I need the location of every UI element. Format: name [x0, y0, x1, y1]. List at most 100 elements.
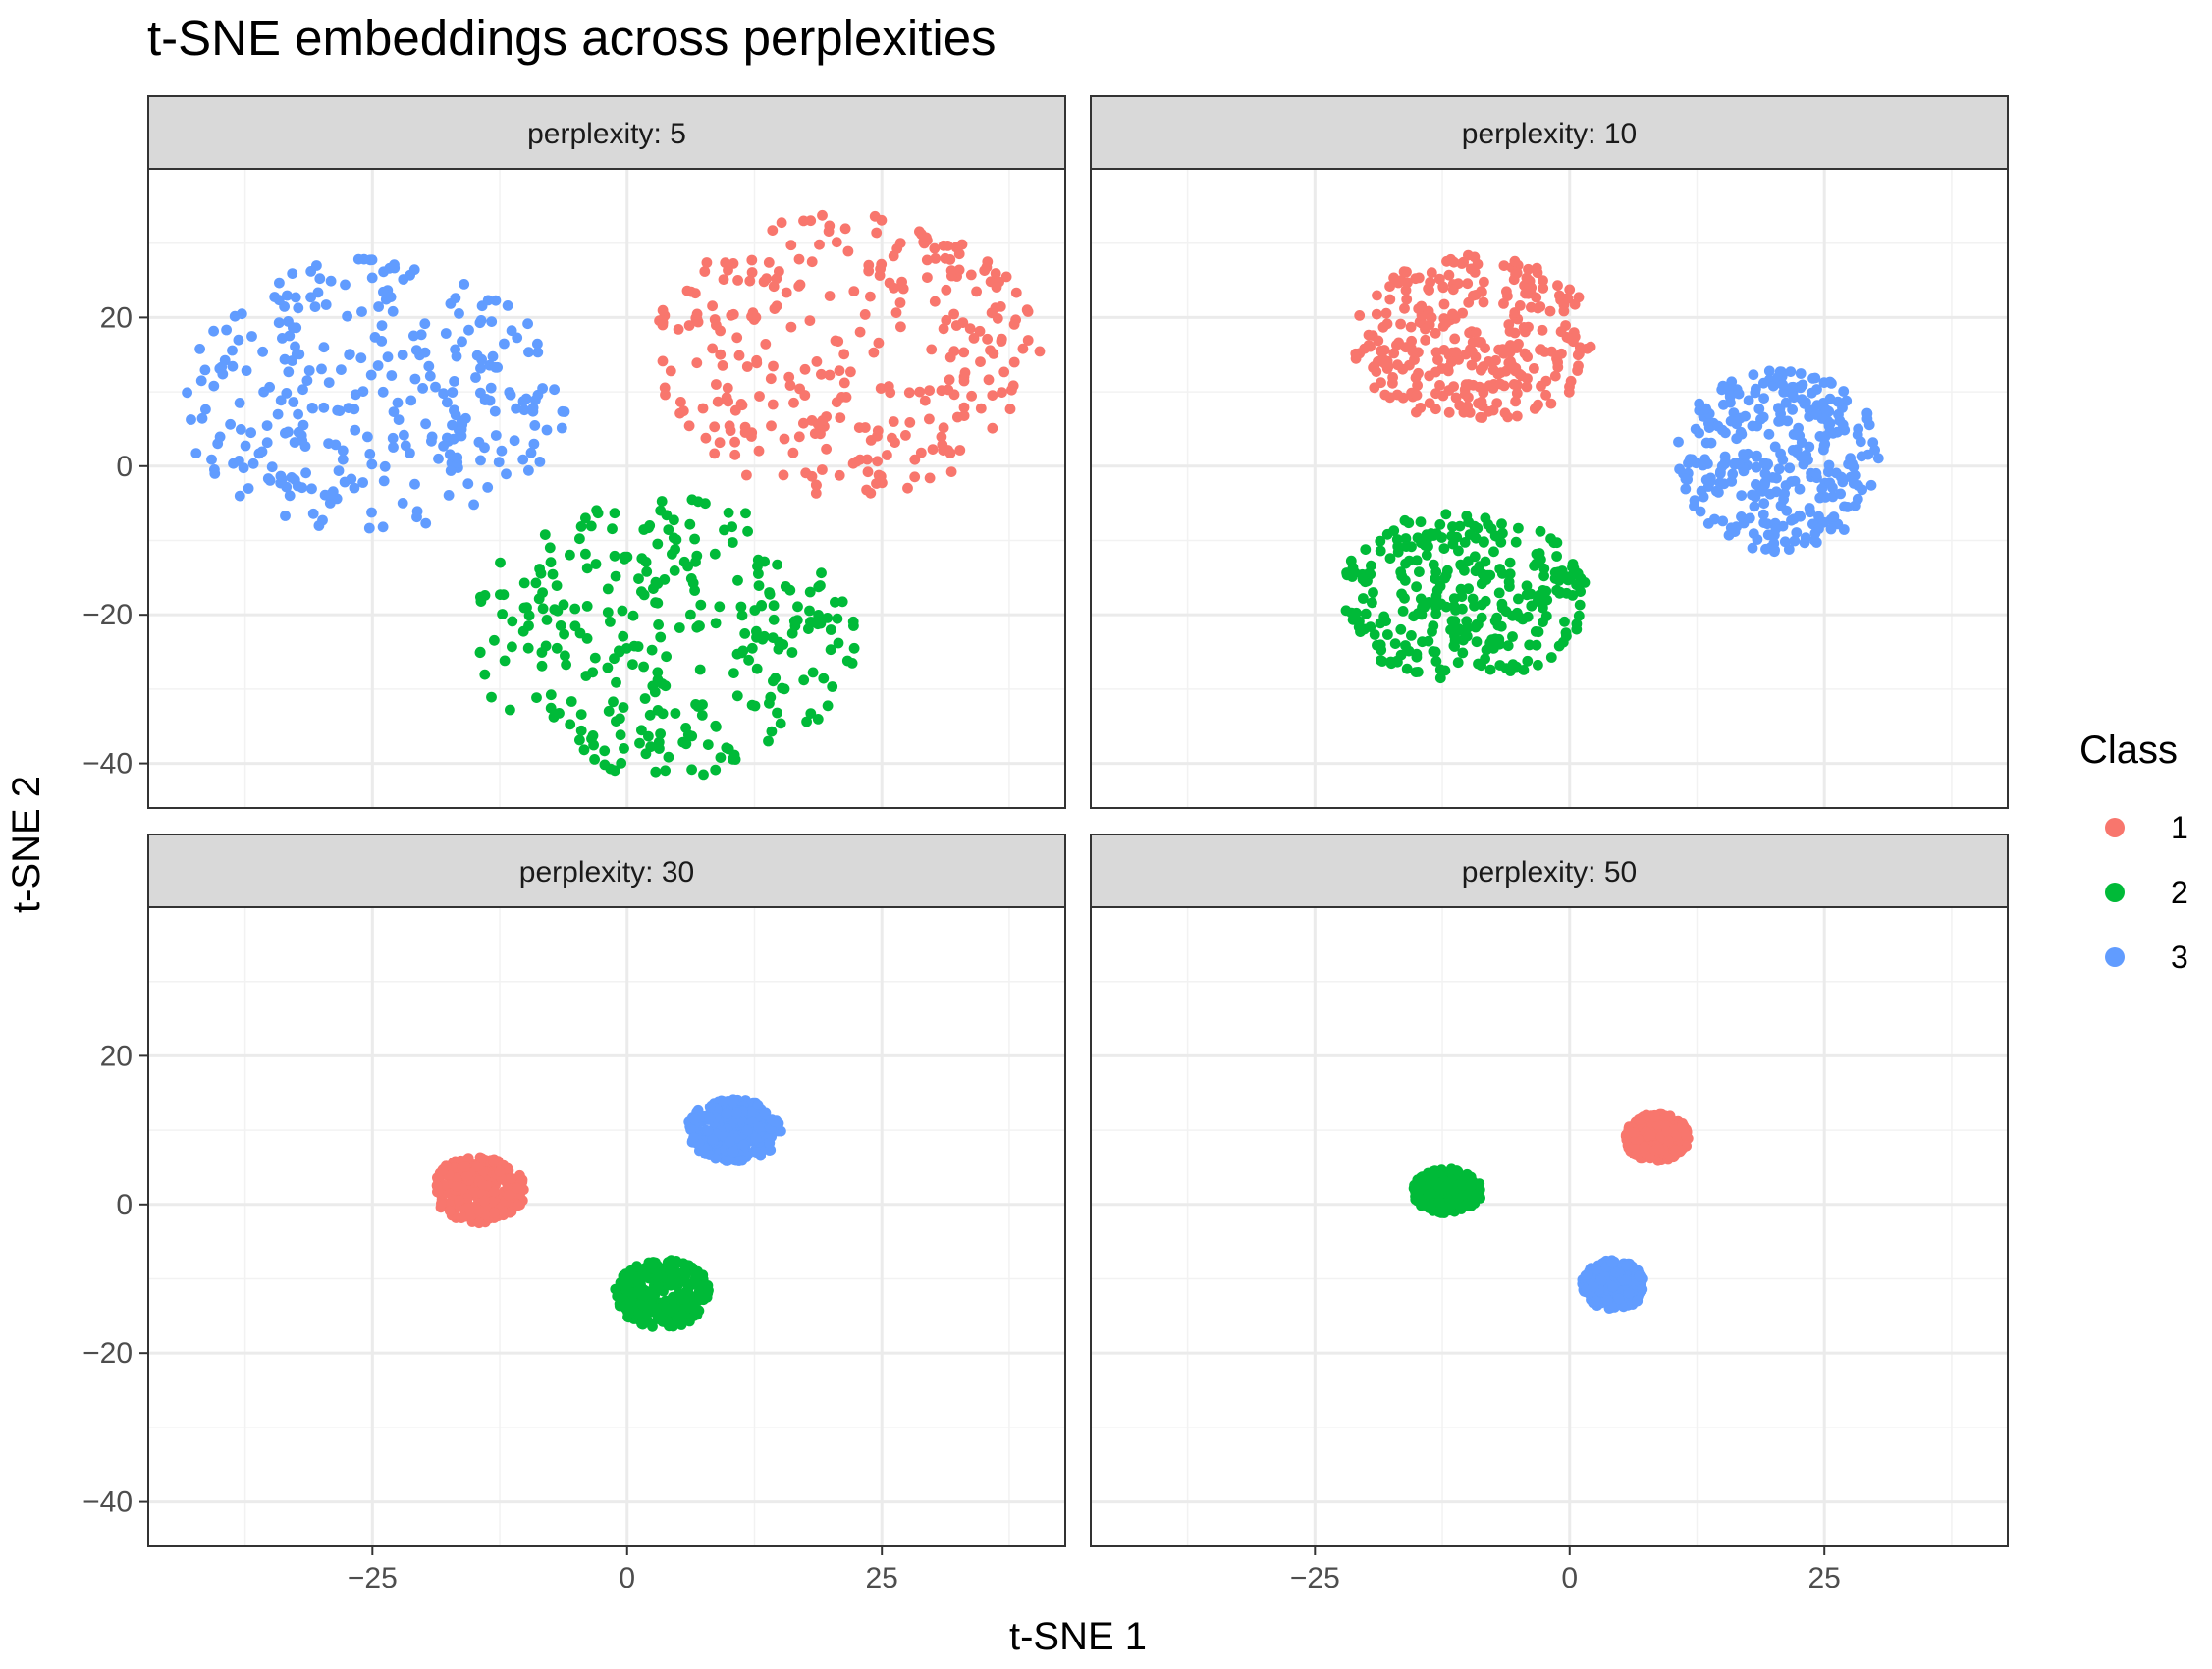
data-point-class-3	[468, 499, 479, 511]
data-point-class-3	[741, 1124, 753, 1136]
data-point-class-3	[738, 1139, 749, 1151]
data-point-class-2	[805, 708, 817, 719]
data-point-class-1	[1008, 319, 1020, 330]
data-point-class-1	[1470, 327, 1482, 338]
data-point-class-2	[1395, 566, 1407, 578]
data-point-class-2	[1461, 630, 1473, 642]
data-point-class-3	[438, 388, 449, 400]
data-point-class-3	[358, 253, 370, 265]
data-point-class-2	[522, 642, 534, 654]
data-point-class-3	[523, 464, 534, 476]
data-point-class-1	[689, 288, 701, 299]
data-point-class-2	[1538, 563, 1550, 574]
x-tick-label: 0	[619, 1562, 635, 1594]
data-point-class-1	[887, 432, 897, 444]
data-point-class-1	[1010, 287, 1022, 298]
data-point-class-3	[447, 387, 459, 398]
data-point-class-1	[1447, 284, 1459, 296]
data-point-class-3	[297, 482, 308, 494]
data-point-class-2	[836, 596, 848, 608]
data-point-class-2	[622, 1285, 634, 1297]
data-point-class-3	[209, 464, 220, 475]
data-point-class-2	[649, 686, 661, 698]
data-point-class-2	[676, 1310, 688, 1321]
data-point-class-1	[958, 402, 970, 413]
x-tick-label: −25	[1290, 1562, 1340, 1594]
data-point-class-1	[692, 316, 704, 328]
data-point-class-3	[246, 331, 257, 342]
data-point-class-2	[766, 726, 778, 737]
data-point-class-1	[1564, 284, 1576, 296]
data-point-class-2	[505, 704, 515, 716]
data-point-class-3	[1749, 501, 1760, 512]
data-point-class-2	[1392, 546, 1404, 558]
data-point-class-1	[902, 482, 913, 494]
data-point-class-3	[702, 1125, 714, 1137]
data-point-class-3	[489, 405, 501, 417]
data-point-class-1	[711, 379, 722, 390]
data-point-class-1	[938, 422, 949, 434]
data-point-class-3	[362, 431, 373, 443]
data-point-class-2	[1391, 534, 1403, 545]
data-point-class-3	[1702, 458, 1713, 469]
data-point-class-1	[821, 443, 832, 455]
data-point-class-3	[405, 395, 417, 406]
data-point-class-3	[337, 454, 349, 465]
data-point-class-1	[863, 265, 875, 277]
data-point-class-1	[997, 387, 1007, 398]
data-point-class-2	[723, 743, 734, 755]
data-point-class-3	[1736, 490, 1748, 501]
data-point-class-2	[499, 655, 511, 667]
data-point-class-1	[701, 257, 713, 268]
data-point-class-3	[1738, 465, 1750, 477]
data-point-class-1	[996, 336, 1007, 347]
data-point-class-2	[507, 616, 518, 627]
data-point-class-1	[1395, 318, 1406, 330]
data-point-class-3	[1825, 523, 1837, 535]
data-point-class-2	[479, 669, 491, 680]
data-point-class-2	[1427, 626, 1437, 637]
data-point-class-1	[1478, 387, 1489, 399]
data-point-class-3	[1758, 393, 1769, 404]
data-point-class-1	[683, 420, 695, 432]
data-point-class-1	[1443, 406, 1455, 418]
data-point-class-3	[1781, 505, 1793, 516]
data-point-class-3	[241, 365, 252, 376]
data-point-class-3	[718, 1096, 728, 1106]
data-point-class-3	[340, 279, 351, 291]
data-point-class-1	[503, 1189, 514, 1201]
data-point-class-2	[1521, 580, 1533, 592]
data-point-class-1	[982, 256, 994, 267]
facet-strip	[1090, 95, 2009, 170]
data-point-class-3	[512, 332, 523, 344]
data-point-class-1	[831, 397, 842, 408]
gridlines	[1091, 907, 2008, 1546]
data-point-class-1	[454, 1195, 465, 1207]
data-point-class-2	[804, 586, 816, 598]
data-point-class-1	[754, 391, 765, 402]
data-point-class-2	[1553, 640, 1565, 652]
data-point-class-1	[1681, 1130, 1692, 1141]
data-point-class-1	[1380, 307, 1392, 319]
data-point-class-1	[895, 321, 906, 333]
data-point-class-2	[1469, 551, 1481, 563]
data-point-class-2	[736, 647, 747, 659]
data-point-class-2	[611, 716, 621, 727]
data-point-class-1	[1477, 412, 1487, 423]
data-point-class-1	[1420, 323, 1430, 335]
data-point-class-3	[501, 468, 512, 480]
data-point-class-3	[350, 424, 361, 436]
data-point-class-1	[1565, 375, 1577, 387]
data-point-class-3	[420, 418, 431, 430]
data-point-class-2	[1441, 1180, 1453, 1191]
data-point-class-2	[1462, 622, 1473, 633]
data-point-class-1	[805, 215, 817, 227]
data-point-class-3	[393, 414, 405, 425]
data-point-class-2	[657, 678, 668, 689]
data-point-class-1	[471, 1160, 483, 1172]
data-point-class-1	[1670, 1130, 1682, 1142]
data-point-class-3	[366, 254, 378, 266]
data-point-class-3	[430, 381, 441, 393]
data-point-class-1	[488, 1186, 500, 1198]
data-point-class-3	[366, 458, 378, 470]
